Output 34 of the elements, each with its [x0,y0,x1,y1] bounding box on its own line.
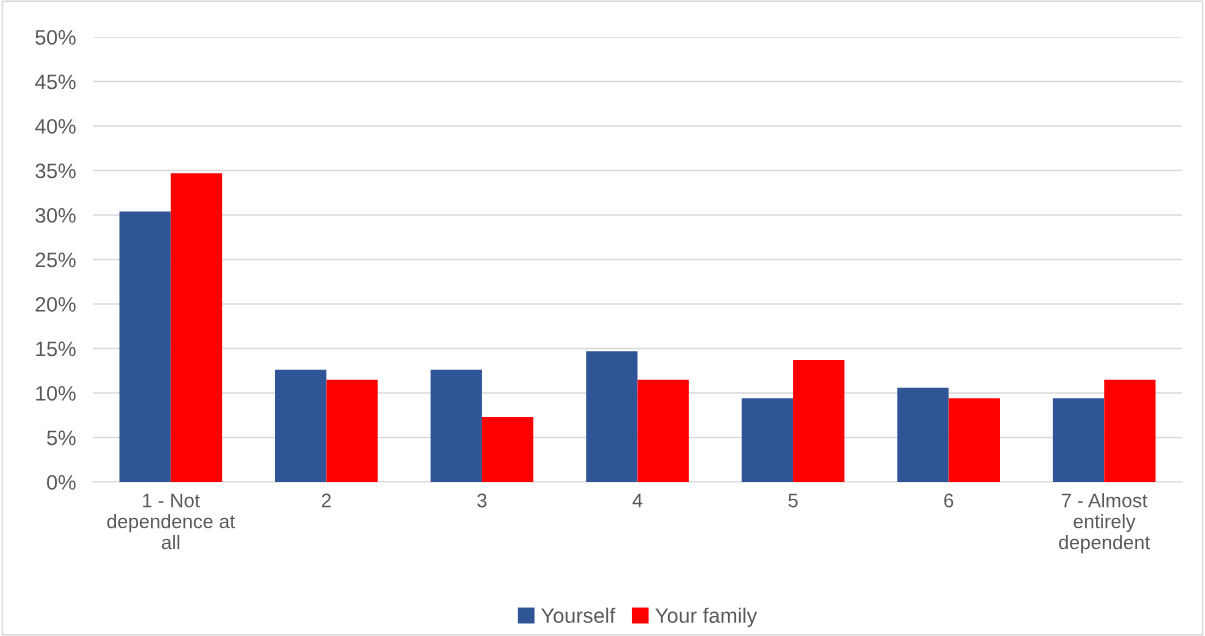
x-tick-label: 2 [321,493,331,508]
y-tick-label: 25% [35,252,76,268]
bar [1104,379,1156,482]
x-tick-label: 4 [632,493,643,508]
bar [275,369,327,482]
bar [948,398,1000,482]
bar [897,387,949,482]
bar [326,379,378,482]
bar [430,369,482,482]
y-tick-label: 0% [47,475,76,490]
x-tick-label: 6 [944,493,954,508]
x-tick-label: 7 - Almost entirely dependent [1059,493,1151,554]
legend-label: Your family [655,607,758,628]
y-tick-label: 40% [35,119,76,134]
y-tick-label: 20% [35,297,76,312]
legend-label: Yourself [541,607,616,623]
y-tick-label: 10% [36,386,76,401]
bar [170,173,223,482]
y-tick-label: 35% [35,163,76,179]
bar [119,211,171,482]
bar [741,398,794,482]
bar [793,360,845,482]
y-tick-label: 5% [47,430,76,446]
bar [637,379,689,482]
bar [586,351,638,482]
y-tick-label: 15% [36,341,76,357]
y-tick-label: 30% [35,208,76,223]
x-tick-label: 3 [477,493,487,508]
x-tick-label: 1 - Not dependence at all [107,493,235,550]
y-tick-label: 45% [35,74,76,90]
x-tick-label: 5 [788,493,798,508]
bar [481,417,534,482]
y-tick-label: 50% [35,30,76,45]
bar [1052,398,1105,482]
